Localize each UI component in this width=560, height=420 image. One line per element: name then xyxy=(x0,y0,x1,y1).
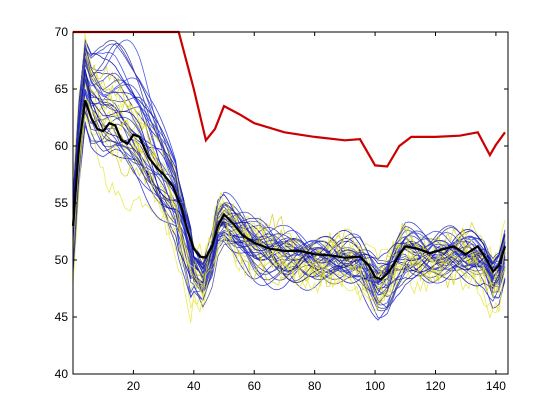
band-series-line xyxy=(72,39,506,287)
y-tick-label: 60 xyxy=(55,139,69,153)
y-tick-label: 45 xyxy=(55,310,69,324)
band-series-line xyxy=(72,75,506,298)
axes: 20 40 60 80 100 120 140 40 45 50 55 60 65 70 xyxy=(55,25,509,393)
x-tick-label: 100 xyxy=(365,379,385,393)
band-series-line xyxy=(72,124,506,319)
band-series-line xyxy=(72,78,506,287)
y-tick-label: 70 xyxy=(55,25,69,39)
x-tick-label: 80 xyxy=(308,379,322,393)
y-tick-label: 50 xyxy=(55,253,69,267)
band-series-line xyxy=(72,39,506,282)
band-series-line xyxy=(72,96,506,299)
x-tick-label: 120 xyxy=(425,379,445,393)
x-tick-label: 140 xyxy=(486,379,506,393)
highlight-series-line xyxy=(71,100,507,281)
band-series-line xyxy=(72,121,506,308)
x-tick-label: 20 xyxy=(127,379,141,393)
band-series-line xyxy=(72,78,506,289)
x-tick-label: 40 xyxy=(187,379,201,393)
band-series-line xyxy=(72,44,506,287)
plot-area xyxy=(73,32,508,374)
y-tick-label: 40 xyxy=(55,367,69,381)
x-tick-label: 60 xyxy=(248,379,262,393)
band-series-layer xyxy=(72,32,506,323)
y-tick-label: 65 xyxy=(55,82,69,96)
y-tick-label: 55 xyxy=(55,196,69,210)
band-series-line xyxy=(72,72,506,296)
